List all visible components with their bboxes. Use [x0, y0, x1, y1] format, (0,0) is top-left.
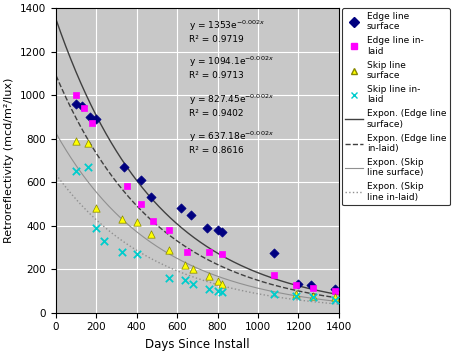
Point — [149, 218, 157, 224]
Point — [218, 251, 225, 257]
Point — [72, 168, 80, 174]
Point — [92, 116, 100, 122]
Point — [187, 212, 195, 218]
Point — [119, 249, 126, 255]
Point — [92, 225, 100, 231]
Point — [147, 195, 154, 200]
Point — [72, 101, 80, 106]
Point — [137, 177, 144, 183]
Point — [72, 92, 80, 98]
Point — [81, 105, 88, 111]
Point — [190, 266, 197, 272]
Point — [92, 205, 100, 211]
Point — [123, 184, 130, 189]
Y-axis label: Retroreflectivity (mcd/m²/lux): Retroreflectivity (mcd/m²/lux) — [4, 78, 14, 243]
Text: y = 827.45e$^{-0.002x}$
R² = 0.9402: y = 827.45e$^{-0.002x}$ R² = 0.9402 — [189, 93, 274, 118]
Point — [293, 291, 300, 297]
Point — [190, 282, 197, 287]
Point — [182, 277, 189, 283]
Point — [206, 273, 213, 278]
Point — [72, 138, 80, 144]
Point — [271, 291, 278, 297]
X-axis label: Days Since Install: Days Since Install — [145, 338, 250, 351]
Point — [182, 262, 189, 268]
Point — [206, 249, 213, 255]
Text: y = 637.18e$^{-0.002x}$
R² = 0.8616: y = 637.18e$^{-0.002x}$ R² = 0.8616 — [189, 130, 274, 155]
Point — [86, 114, 94, 120]
Point — [165, 227, 172, 233]
Point — [183, 249, 191, 255]
Point — [214, 278, 221, 284]
Point — [271, 272, 278, 277]
Point — [309, 294, 316, 299]
Text: y = 1353e$^{-0.002x}$
R² = 0.9719: y = 1353e$^{-0.002x}$ R² = 0.9719 — [189, 19, 265, 44]
Point — [295, 282, 302, 287]
Point — [307, 283, 314, 288]
Point — [293, 283, 300, 288]
Point — [293, 294, 300, 299]
Point — [218, 289, 225, 295]
Point — [133, 251, 140, 257]
Point — [101, 238, 108, 244]
Point — [206, 286, 213, 291]
Point — [309, 295, 316, 300]
Point — [214, 288, 221, 294]
Point — [331, 297, 339, 302]
Point — [214, 227, 221, 233]
Point — [165, 247, 172, 252]
Point — [218, 229, 225, 235]
Point — [133, 219, 140, 225]
Point — [78, 103, 86, 109]
Point — [85, 140, 92, 146]
Point — [218, 282, 225, 287]
Point — [309, 285, 316, 290]
Point — [119, 216, 126, 222]
Point — [271, 250, 278, 256]
Legend: Edge line
surface, Edge line in-
laid, Skip line
surface, Skip line in-
laid, Ex: Edge line surface, Edge line in- laid, S… — [342, 8, 450, 205]
Point — [85, 164, 92, 170]
Point — [88, 121, 96, 126]
Text: y = 1094.1e$^{-0.002x}$
R² = 0.9713: y = 1094.1e$^{-0.002x}$ R² = 0.9713 — [189, 55, 274, 80]
Point — [121, 164, 128, 170]
Point — [331, 295, 339, 300]
Point — [177, 205, 185, 211]
Point — [137, 201, 144, 207]
Point — [331, 286, 339, 291]
Point — [331, 288, 339, 294]
Point — [204, 225, 211, 231]
Point — [147, 231, 154, 237]
Point — [165, 275, 172, 280]
